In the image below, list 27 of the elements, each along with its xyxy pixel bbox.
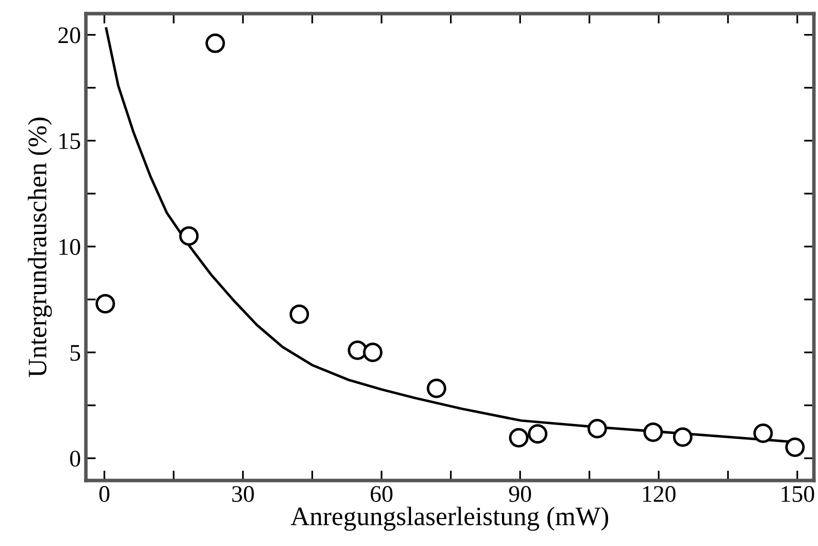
point [348,340,368,360]
point [785,437,805,457]
point [643,422,663,442]
point [672,427,692,447]
x-axis-title: Anregungslaserleistung (mW) [290,506,608,531]
y-tick-label: 0 [70,450,80,467]
point [508,428,528,448]
x-tick-label: 90 [509,486,532,502]
x-tick-label: 60 [370,486,392,502]
point [528,424,548,444]
x-tick-label: 0 [99,486,110,502]
y-tick-label: 20 [58,27,80,44]
point [205,34,225,54]
point [290,304,310,324]
y-axis-title: Untergrundrauschen (%) [28,118,52,378]
point [588,418,608,438]
y-tick-label: 5 [70,345,80,361]
point [96,294,116,314]
point [179,226,199,246]
point [363,342,383,362]
point [753,424,773,444]
point [426,378,446,398]
y-tick-label: 10 [59,239,80,255]
x-tick-label: 120 [643,486,676,502]
y-tick-label: 15 [59,133,80,150]
x-tick-label: 30 [232,486,254,502]
x-tick-label: 150 [782,486,814,502]
